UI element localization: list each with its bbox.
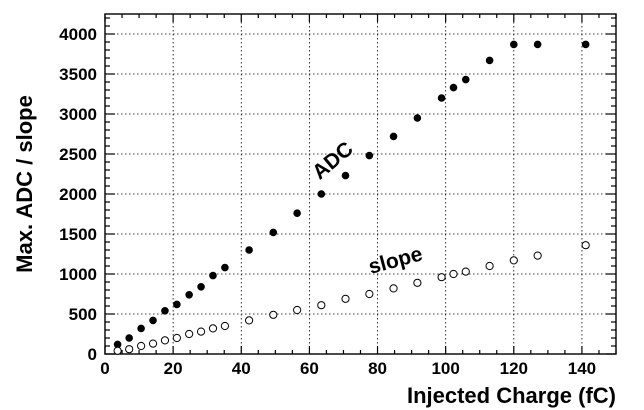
adc-point xyxy=(269,228,278,237)
adc-point xyxy=(185,290,193,299)
adc-point xyxy=(173,300,181,309)
series-annotations: ADC slope xyxy=(308,137,425,278)
slope-point xyxy=(148,339,158,348)
adc-point xyxy=(485,56,494,65)
x-tick-label: 140 xyxy=(568,359,596,378)
adc-point xyxy=(437,94,446,102)
axis-ticks xyxy=(104,14,617,355)
slope-point xyxy=(437,273,446,282)
slope-point xyxy=(208,324,218,333)
slope-point xyxy=(317,301,326,310)
slope-point xyxy=(172,333,181,343)
y-tick-label: 3500 xyxy=(59,65,97,84)
adc-point xyxy=(221,263,229,272)
y-tick-label: 2500 xyxy=(59,145,97,164)
slope-point xyxy=(113,346,122,355)
adc-point xyxy=(509,40,518,49)
slope-point xyxy=(196,327,206,336)
adc-point xyxy=(365,151,374,160)
slope-point xyxy=(245,316,254,325)
adc-point xyxy=(449,83,458,92)
y-tick-label: 1500 xyxy=(59,225,97,244)
slope-point xyxy=(449,269,458,279)
series-annotation-slope: slope xyxy=(366,242,425,278)
adc-point xyxy=(197,282,205,291)
x-tick-label: 40 xyxy=(232,359,251,378)
series-annotation-adc: ADC xyxy=(308,137,358,184)
y-tick-label: 3000 xyxy=(59,105,97,124)
adc-point xyxy=(209,271,217,280)
y-tick-label: 0 xyxy=(88,345,97,364)
y-tick-labels: 0 500 1000 1500 2000 2500 3000 3500 4000 xyxy=(59,25,97,364)
data-points xyxy=(113,40,590,355)
adc-point xyxy=(413,114,422,122)
y-tick-label: 4000 xyxy=(59,25,97,44)
x-tick-label: 80 xyxy=(368,359,387,378)
adc-point xyxy=(125,334,133,342)
slope-point xyxy=(509,256,518,265)
adc-point xyxy=(533,40,542,49)
slope-point xyxy=(365,289,374,299)
slope-point xyxy=(461,267,470,276)
slope-point xyxy=(269,310,278,319)
adc-point xyxy=(293,209,301,218)
x-axis-title: Injected Charge (fC) xyxy=(407,383,616,408)
slope-point xyxy=(413,278,422,287)
adc-point xyxy=(161,306,169,315)
plot-frame xyxy=(104,13,617,355)
slope-point xyxy=(341,294,350,303)
adc-point xyxy=(245,246,253,254)
x-tick-labels: 0 20 40 60 80 100 120 140 xyxy=(100,359,596,378)
slope-point xyxy=(533,251,542,260)
adc-point xyxy=(461,75,470,84)
slope-point xyxy=(485,261,494,271)
adc-point xyxy=(581,40,590,49)
adc-point xyxy=(341,171,350,180)
adc-point xyxy=(389,132,398,141)
y-tick-label: 2000 xyxy=(59,185,97,204)
slope-point xyxy=(220,321,230,331)
x-tick-label: 20 xyxy=(164,359,183,378)
adc-point xyxy=(149,316,157,325)
x-tick-label: 0 xyxy=(100,359,109,378)
y-axis-title: Max. ADC / slope xyxy=(12,95,37,273)
x-tick-label: 120 xyxy=(500,359,528,378)
adc-point xyxy=(137,324,145,333)
adc-point xyxy=(317,190,326,198)
slope-point xyxy=(185,329,194,339)
slope-point xyxy=(389,284,398,293)
grid-lines xyxy=(105,14,616,354)
x-tick-label: 60 xyxy=(300,359,319,378)
slope-point xyxy=(293,305,302,315)
x-tick-label: 100 xyxy=(431,359,459,378)
y-tick-label: 1000 xyxy=(59,265,97,284)
y-tick-label: 500 xyxy=(69,305,97,324)
slope-point xyxy=(125,345,134,354)
slope-point xyxy=(581,241,590,250)
slope-point xyxy=(160,336,170,345)
slope-point xyxy=(137,341,146,351)
